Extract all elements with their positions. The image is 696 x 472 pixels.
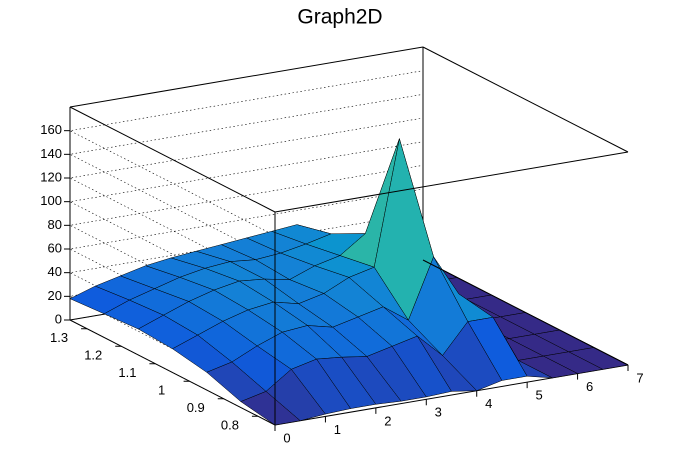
x-tick-label: 6 xyxy=(586,379,593,394)
x-tick-label: 5 xyxy=(536,388,543,403)
grid-line xyxy=(69,70,424,236)
z-tick-label: 40 xyxy=(48,264,62,279)
x-tick-label: 2 xyxy=(384,413,391,428)
x-tick-label: 7 xyxy=(636,370,643,385)
y-tick-label: 1 xyxy=(158,383,165,398)
chart-title: Graph2D xyxy=(297,6,382,29)
z-tick-label: 80 xyxy=(48,217,62,232)
y-tick-label: 1.3 xyxy=(50,330,68,345)
y-tick-label: 1.1 xyxy=(118,365,136,380)
box-edge xyxy=(69,319,276,426)
box-edge xyxy=(422,259,629,366)
z-tick-label: 0 xyxy=(55,311,62,326)
z-tick-label: 100 xyxy=(40,193,62,208)
z-tick-label: 160 xyxy=(40,122,62,137)
box-edge xyxy=(422,46,629,153)
z-tick-label: 120 xyxy=(40,169,62,184)
x-tick-label: 3 xyxy=(435,405,442,420)
box-edge xyxy=(274,151,629,213)
grid-line xyxy=(69,94,424,260)
box-edge xyxy=(69,106,276,213)
x-tick-label: 0 xyxy=(283,430,290,445)
y-tick-label: 0.8 xyxy=(221,418,239,433)
y-tick-label: 1.2 xyxy=(84,348,102,363)
z-tick-label: 20 xyxy=(48,288,62,303)
y-tick-label: 0.9 xyxy=(187,400,205,415)
x-tick-label: 1 xyxy=(334,422,341,437)
box-edge xyxy=(69,46,424,108)
surface-cell xyxy=(240,391,301,426)
x-tick-label: 4 xyxy=(485,396,492,411)
grid-line xyxy=(69,117,424,284)
z-tick-label: 140 xyxy=(40,146,62,161)
z-tick-label: 60 xyxy=(48,240,62,255)
